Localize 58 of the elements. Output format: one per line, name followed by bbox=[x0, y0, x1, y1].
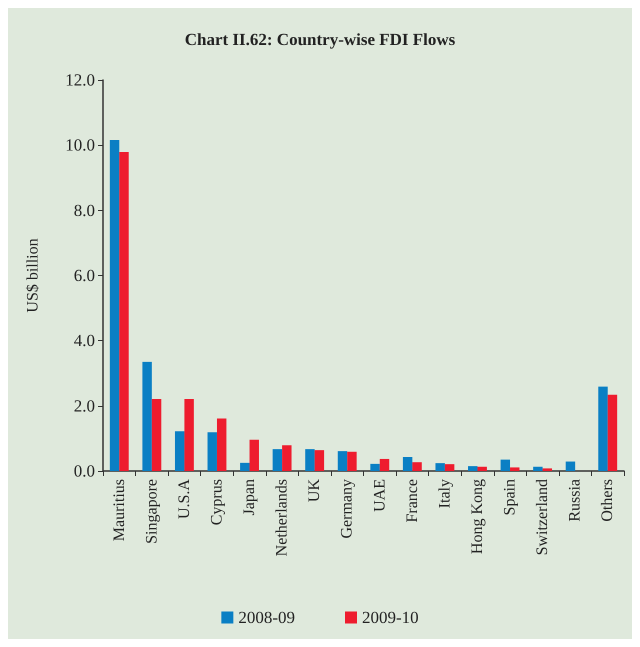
bar bbox=[216, 418, 226, 471]
bar bbox=[305, 449, 315, 471]
y-tick-label: 12.0 bbox=[65, 70, 95, 90]
bar bbox=[444, 464, 454, 471]
x-tick-label: Spain bbox=[502, 479, 519, 516]
x-tick-label: Italy bbox=[436, 479, 454, 508]
bar bbox=[208, 432, 217, 471]
bar bbox=[510, 467, 520, 471]
bar bbox=[402, 456, 412, 471]
x-tick-label: Mauritius bbox=[110, 479, 128, 542]
bar bbox=[608, 394, 618, 471]
legend-label: 2008-09 bbox=[238, 608, 296, 627]
y-tick-label: 8.0 bbox=[74, 200, 95, 220]
x-tick-label: Others bbox=[599, 479, 616, 522]
bar bbox=[598, 386, 608, 471]
bar bbox=[347, 452, 357, 471]
bar bbox=[119, 152, 129, 471]
x-tick-label: Singapore bbox=[143, 479, 160, 544]
bar bbox=[272, 449, 282, 471]
x-tick-label: UK bbox=[306, 478, 324, 502]
bar bbox=[370, 464, 380, 471]
bar bbox=[380, 458, 390, 471]
bar bbox=[110, 140, 120, 471]
bar bbox=[240, 462, 250, 471]
x-tick-label: Germany bbox=[338, 479, 356, 539]
x-tick-label: Russia bbox=[566, 479, 584, 522]
chart-title: Chart II.62: Country-wise FDI Flows bbox=[184, 30, 456, 49]
x-tick-label: France bbox=[404, 479, 421, 523]
x-tick-label: Switzerland bbox=[534, 479, 552, 556]
bar bbox=[435, 463, 445, 471]
bar bbox=[282, 445, 292, 471]
x-tick-label: U.S.A bbox=[176, 478, 193, 520]
bar bbox=[500, 460, 510, 471]
bar bbox=[338, 451, 348, 471]
y-axis-title: US$ billion bbox=[24, 238, 42, 313]
bar bbox=[477, 466, 487, 471]
bar bbox=[250, 440, 259, 471]
y-tick-label: 4.0 bbox=[74, 331, 95, 350]
bar bbox=[533, 466, 543, 471]
x-tick-label: Netherlands bbox=[274, 479, 291, 556]
y-tick-label: 0.0 bbox=[74, 462, 95, 480]
bar bbox=[152, 398, 162, 471]
x-tick-label: Japan bbox=[241, 479, 258, 516]
x-tick-label: Hong Kong bbox=[468, 479, 486, 554]
bar bbox=[184, 398, 194, 471]
y-tick-label: 2.0 bbox=[74, 396, 95, 416]
x-tick-label: UAE bbox=[371, 479, 388, 512]
bar bbox=[566, 462, 576, 471]
bar bbox=[412, 462, 422, 471]
bar bbox=[542, 468, 552, 471]
x-tick-label: Cyprus bbox=[208, 479, 226, 526]
bar bbox=[174, 431, 184, 471]
y-tick-label: 6.0 bbox=[74, 266, 95, 285]
bar bbox=[468, 466, 478, 471]
y-tick-label: 10.0 bbox=[65, 136, 95, 155]
legend-label: 2009-10 bbox=[362, 608, 419, 627]
bar bbox=[314, 450, 324, 471]
bar bbox=[142, 362, 152, 471]
